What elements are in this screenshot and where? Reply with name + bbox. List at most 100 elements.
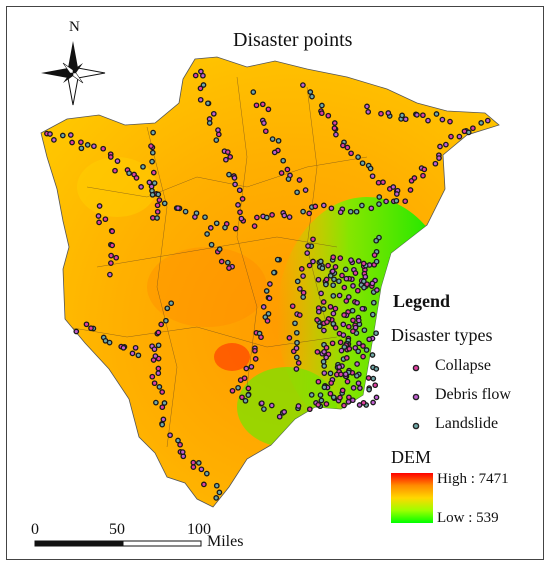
disaster-point	[271, 269, 277, 276]
disaster-point	[132, 344, 139, 351]
disaster-point	[224, 149, 231, 155]
disaster-point	[216, 489, 223, 496]
disaster-point	[59, 132, 66, 139]
disaster-point	[350, 385, 357, 391]
disaster-point	[378, 110, 384, 117]
disaster-point	[350, 283, 356, 289]
disaster-point	[402, 198, 409, 205]
disaster-point	[373, 394, 380, 401]
disaster-point	[276, 413, 283, 420]
disaster-point	[465, 129, 472, 136]
disaster-point	[375, 179, 382, 186]
disaster-point	[161, 400, 168, 406]
disaster-point	[155, 191, 162, 198]
disaster-point	[96, 203, 103, 209]
disaster-point	[261, 406, 267, 412]
disaster-point	[192, 72, 199, 79]
disaster-point	[232, 181, 238, 188]
disaster-point	[355, 317, 362, 324]
disaster-point	[332, 305, 339, 312]
disaster-point	[78, 139, 84, 146]
disaster-point	[312, 203, 319, 210]
disaster-point	[267, 281, 273, 287]
disaster-point	[353, 372, 360, 379]
disaster-point	[113, 254, 120, 261]
disaster-point	[261, 120, 267, 126]
scale-tick-0: 0	[31, 521, 39, 538]
disaster-point	[314, 349, 321, 355]
disaster-point	[179, 449, 186, 455]
disaster-point	[295, 403, 302, 409]
disaster-point	[352, 270, 359, 276]
disaster-point	[399, 112, 405, 119]
disaster-point	[300, 273, 306, 279]
disaster-point	[224, 259, 231, 266]
disaster-point	[319, 265, 326, 272]
north-arrow-icon	[41, 41, 106, 106]
disaster-point	[337, 209, 344, 216]
disaster-point	[320, 299, 327, 305]
disaster-point	[350, 317, 356, 324]
disaster-point	[318, 397, 325, 404]
disaster-point	[149, 373, 156, 380]
disaster-point	[264, 318, 271, 324]
disaster-point	[201, 481, 207, 488]
disaster-point	[295, 360, 302, 366]
disaster-point	[289, 303, 296, 310]
disaster-point	[47, 131, 53, 137]
disaster-point	[339, 387, 346, 394]
disaster-point	[232, 225, 239, 232]
disaster-point	[274, 256, 281, 263]
disaster-point	[339, 272, 345, 279]
disaster-point	[357, 385, 363, 391]
disaster-point	[218, 258, 225, 265]
legend-item-debris-flow: Debris flow	[435, 386, 511, 403]
disaster-point	[154, 202, 161, 209]
disaster-point	[252, 356, 259, 362]
disaster-point	[310, 236, 316, 243]
disaster-point	[354, 361, 360, 367]
disaster-point	[114, 158, 121, 164]
disaster-point	[330, 282, 337, 289]
disaster-point	[235, 202, 241, 208]
disaster-point	[393, 191, 400, 197]
scale-unit-label: Miles	[207, 533, 244, 550]
disaster-point	[420, 112, 426, 119]
disaster-point	[226, 265, 232, 271]
disaster-point	[285, 176, 292, 182]
disaster-point	[315, 276, 322, 283]
disaster-point	[102, 216, 109, 223]
disaster-point	[359, 160, 366, 167]
disaster-point	[336, 364, 343, 370]
disaster-point	[149, 191, 156, 198]
disaster-point	[149, 149, 156, 156]
disaster-point	[206, 120, 213, 126]
disaster-point	[106, 339, 113, 346]
disaster-point	[343, 275, 350, 282]
disaster-point	[354, 287, 361, 294]
disaster-point	[321, 370, 328, 376]
disaster-point	[361, 327, 368, 334]
disaster-point	[146, 179, 153, 186]
disaster-point	[254, 214, 260, 221]
disaster-point	[341, 284, 348, 291]
disaster-point	[177, 441, 183, 448]
dem-high-label: High : 7471	[437, 471, 509, 487]
disaster-point	[88, 325, 94, 332]
disaster-point	[439, 116, 446, 123]
disaster-point	[369, 352, 376, 358]
disaster-point	[328, 205, 335, 212]
disaster-point	[337, 339, 344, 346]
disaster-point	[369, 280, 376, 287]
disaster-point	[252, 347, 258, 354]
disaster-point	[448, 133, 454, 140]
disaster-point	[293, 354, 300, 361]
disaster-point	[443, 141, 449, 148]
disaster-point	[109, 228, 116, 235]
disaster-point	[213, 495, 220, 501]
disaster-point	[112, 167, 118, 174]
disaster-point	[380, 179, 386, 186]
disaster-point	[372, 382, 379, 389]
disaster-point	[361, 284, 367, 291]
disaster-point	[210, 110, 217, 117]
